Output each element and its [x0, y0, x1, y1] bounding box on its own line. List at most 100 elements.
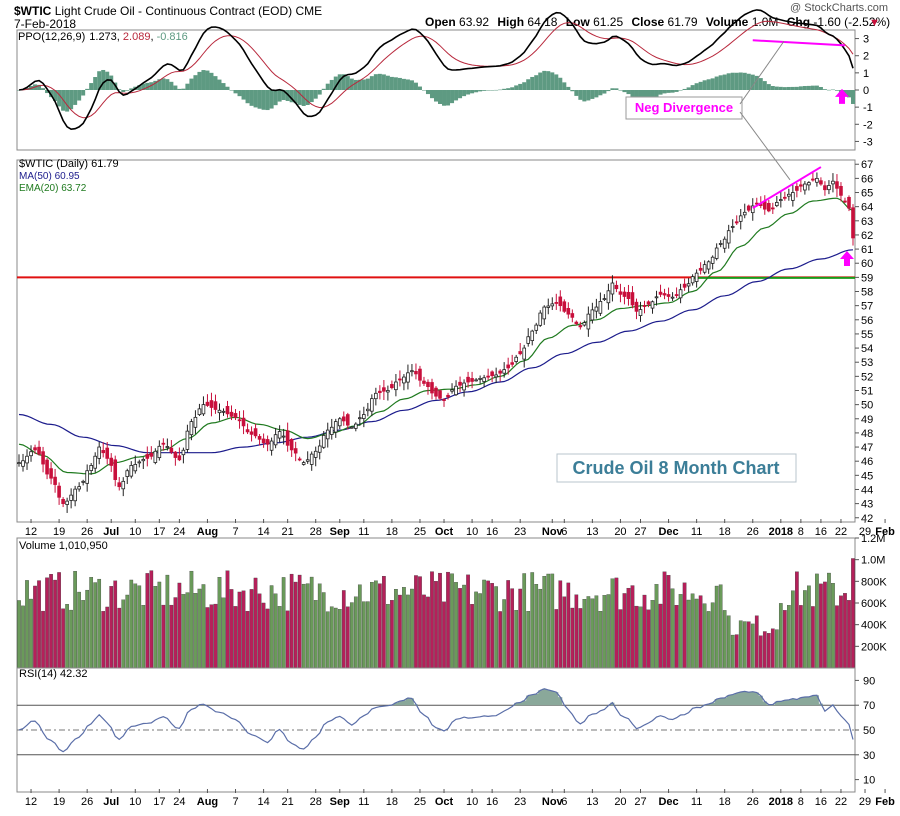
candle-body — [434, 387, 438, 397]
price-candle — [269, 437, 274, 456]
price-candle — [73, 485, 77, 507]
candle-body — [578, 325, 583, 328]
candle-body — [321, 434, 326, 448]
ppo-histogram-bar — [586, 90, 591, 101]
ppo-histogram-bar — [417, 86, 422, 90]
candle-body — [53, 476, 57, 485]
price-ytick-label: 58 — [861, 287, 873, 299]
volume-bar — [245, 610, 250, 669]
candle-body — [41, 451, 45, 465]
ppo-histogram-bar — [546, 71, 551, 90]
candle-body — [390, 384, 394, 389]
price-xtick-label: 16 — [486, 526, 498, 538]
ppo-histogram-bar — [153, 80, 158, 90]
candle-body — [526, 336, 531, 344]
ppo-histogram-bar — [778, 86, 783, 90]
ppo-histogram-bar — [598, 90, 603, 96]
volume-bar — [734, 634, 739, 669]
ppo-histogram-bar — [297, 90, 302, 105]
price-xtick-label: 26 — [81, 526, 93, 538]
price-ytick-label: 67 — [861, 159, 873, 171]
ppo-histogram-bar — [790, 86, 795, 90]
ppo-histogram-bar — [746, 73, 751, 90]
price-candle — [153, 448, 158, 465]
price-candle — [317, 439, 322, 460]
candle-body — [779, 199, 783, 201]
candle-body — [710, 256, 715, 264]
candle-body — [141, 459, 146, 462]
candle-body — [382, 387, 386, 392]
ppo-histogram-bar — [293, 90, 298, 104]
volume-bar — [426, 596, 430, 669]
candle-body — [622, 291, 627, 297]
volume-bar — [774, 629, 779, 669]
volume-bar — [791, 590, 795, 669]
ppo-histogram-bar — [253, 90, 258, 108]
volume-bar — [823, 581, 827, 669]
price-candle — [233, 409, 238, 421]
candle-body — [670, 296, 675, 299]
volume-bar — [843, 593, 847, 669]
ppo-histogram-bar — [77, 90, 82, 101]
volume-bar — [121, 599, 126, 669]
volume-bar — [205, 607, 210, 669]
ppo-histogram-bar — [462, 90, 467, 97]
volume-panel: 1.2M 1.0M 800K 600K 400K 200K — [16, 533, 887, 669]
price-candle — [698, 262, 703, 275]
ppo-histogram-bar — [802, 86, 807, 90]
volume-bar — [690, 593, 695, 669]
volume-bar — [213, 603, 218, 669]
ppo-histogram-bar — [498, 89, 503, 91]
ppo-histogram-bar — [454, 90, 459, 101]
volume-bar — [811, 606, 815, 669]
ppo-histogram-bar — [201, 70, 206, 90]
candle-body — [81, 480, 85, 483]
ppo-histogram-bar — [57, 90, 62, 107]
volume-bar — [141, 605, 146, 669]
volume-bar — [366, 601, 370, 669]
volume-bar — [349, 602, 354, 669]
price-xtick-label: 10 — [129, 526, 141, 538]
candle-body — [249, 431, 254, 435]
volume-bar — [742, 621, 747, 669]
candle-body — [370, 398, 374, 412]
price-candle — [41, 446, 45, 473]
price-candle — [105, 442, 110, 465]
price-candle — [646, 300, 651, 308]
rsi-xtick-label: Aug — [197, 796, 218, 808]
volume-bar — [654, 584, 659, 669]
ppo-histogram-bar — [618, 90, 623, 91]
candle-body — [795, 186, 799, 191]
rsi-xtick-label: 10 — [129, 796, 141, 808]
candle-body — [442, 399, 446, 401]
candle-body — [161, 442, 166, 445]
volume-bar — [382, 575, 386, 669]
price-ytick-label: 43 — [861, 499, 873, 511]
volume-bar — [113, 580, 118, 669]
price-candle — [418, 365, 422, 387]
rsi-xtick-label: 8 — [798, 796, 804, 808]
price-candle — [654, 290, 659, 306]
rsi-xtick-label: 23 — [514, 796, 526, 808]
ppo-histogram-bar — [754, 75, 759, 90]
ppo-histogram-bar — [117, 89, 122, 90]
ppo-histogram-bar — [714, 76, 719, 90]
candle-body — [823, 185, 827, 191]
price-candle — [590, 302, 595, 324]
ppo-histogram-bar — [145, 82, 150, 90]
volume-bar — [117, 607, 122, 669]
price-candle — [799, 179, 803, 193]
price-ytick-label: 48 — [861, 428, 873, 440]
ppo-histogram-bar — [606, 90, 611, 92]
ppo-histogram-bar — [574, 90, 579, 96]
header-exchange: CME — [295, 4, 322, 18]
ppo-histogram-bar — [490, 90, 495, 91]
price-candle — [474, 377, 478, 382]
ppo-histogram-bar — [814, 85, 819, 90]
ppo-histogram-bar — [666, 90, 671, 93]
ppo-histogram-bar — [578, 90, 583, 100]
volume-bar — [626, 587, 631, 669]
volume-bar — [297, 574, 302, 669]
volume-bar — [750, 623, 755, 669]
volume-bar — [153, 586, 158, 669]
